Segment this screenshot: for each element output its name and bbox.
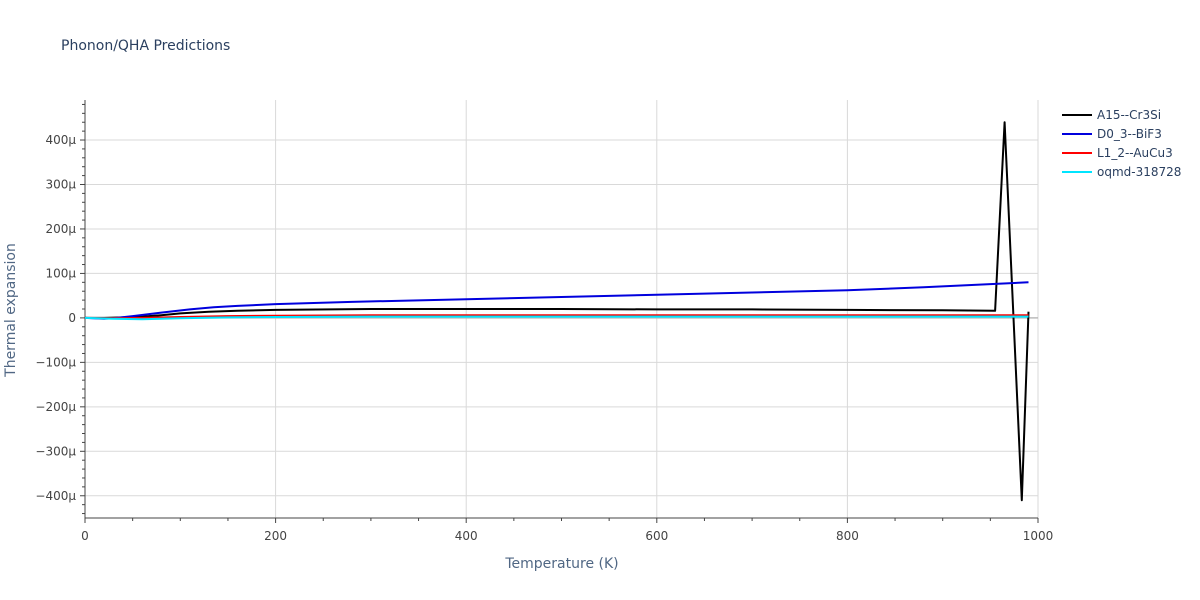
legend-label: L1_2--AuCu3 bbox=[1097, 146, 1173, 160]
legend-label: A15--Cr3Si bbox=[1097, 108, 1161, 122]
legend-item[interactable]: A15--Cr3Si bbox=[1062, 108, 1161, 122]
y-tick-label: −300μ bbox=[35, 444, 76, 458]
legend-label: oqmd-318728 bbox=[1097, 165, 1181, 179]
axes bbox=[80, 100, 1039, 523]
grid bbox=[85, 100, 1039, 518]
x-axis-title: Temperature (K) bbox=[504, 556, 618, 572]
series-line-d0-3-bif3 bbox=[84, 281, 1029, 320]
y-tick-label: −400μ bbox=[35, 489, 76, 503]
y-axis-title: Thermal expansion bbox=[3, 243, 19, 378]
y-tick-label: 400μ bbox=[45, 133, 76, 147]
chart-title: Phonon/QHA Predictions bbox=[61, 38, 230, 54]
x-tick-label: 200 bbox=[264, 529, 287, 543]
series-line-oqmd-318728 bbox=[84, 315, 1029, 321]
y-tick-label: 300μ bbox=[45, 177, 76, 191]
legend-item[interactable]: D0_3--BiF3 bbox=[1062, 127, 1162, 141]
y-tick-labels: −400μ −300μ −200μ −100μ 0 100μ 200μ 300μ 400μ bbox=[35, 133, 76, 503]
x-tick-labels: 0 200 400 600 800 1000 bbox=[81, 529, 1053, 543]
legend-item[interactable]: L1_2--AuCu3 bbox=[1062, 146, 1173, 160]
x-tick-label: 600 bbox=[645, 529, 668, 543]
x-tick-label: 0 bbox=[81, 529, 89, 543]
y-tick-label: 200μ bbox=[45, 222, 76, 236]
y-tick-label: −100μ bbox=[35, 355, 76, 369]
legend-label: D0_3--BiF3 bbox=[1097, 127, 1162, 141]
legend[interactable]: A15--Cr3Si D0_3--BiF3 L1_2--AuCu3 oqmd-3187… bbox=[1062, 108, 1181, 179]
y-tick-label: −200μ bbox=[35, 400, 76, 414]
x-tick-label: 400 bbox=[455, 529, 478, 543]
series-lines bbox=[84, 121, 1030, 502]
series-line-a15-cr3si bbox=[85, 121, 1030, 502]
legend-item[interactable]: oqmd-318728 bbox=[1062, 165, 1181, 179]
y-tick-label: 0 bbox=[68, 311, 76, 325]
x-tick-label: 800 bbox=[836, 529, 859, 543]
y-tick-label: 100μ bbox=[45, 266, 76, 280]
x-tick-label: 1000 bbox=[1023, 529, 1054, 543]
series-line-l1-2-aucu3 bbox=[84, 314, 1029, 320]
